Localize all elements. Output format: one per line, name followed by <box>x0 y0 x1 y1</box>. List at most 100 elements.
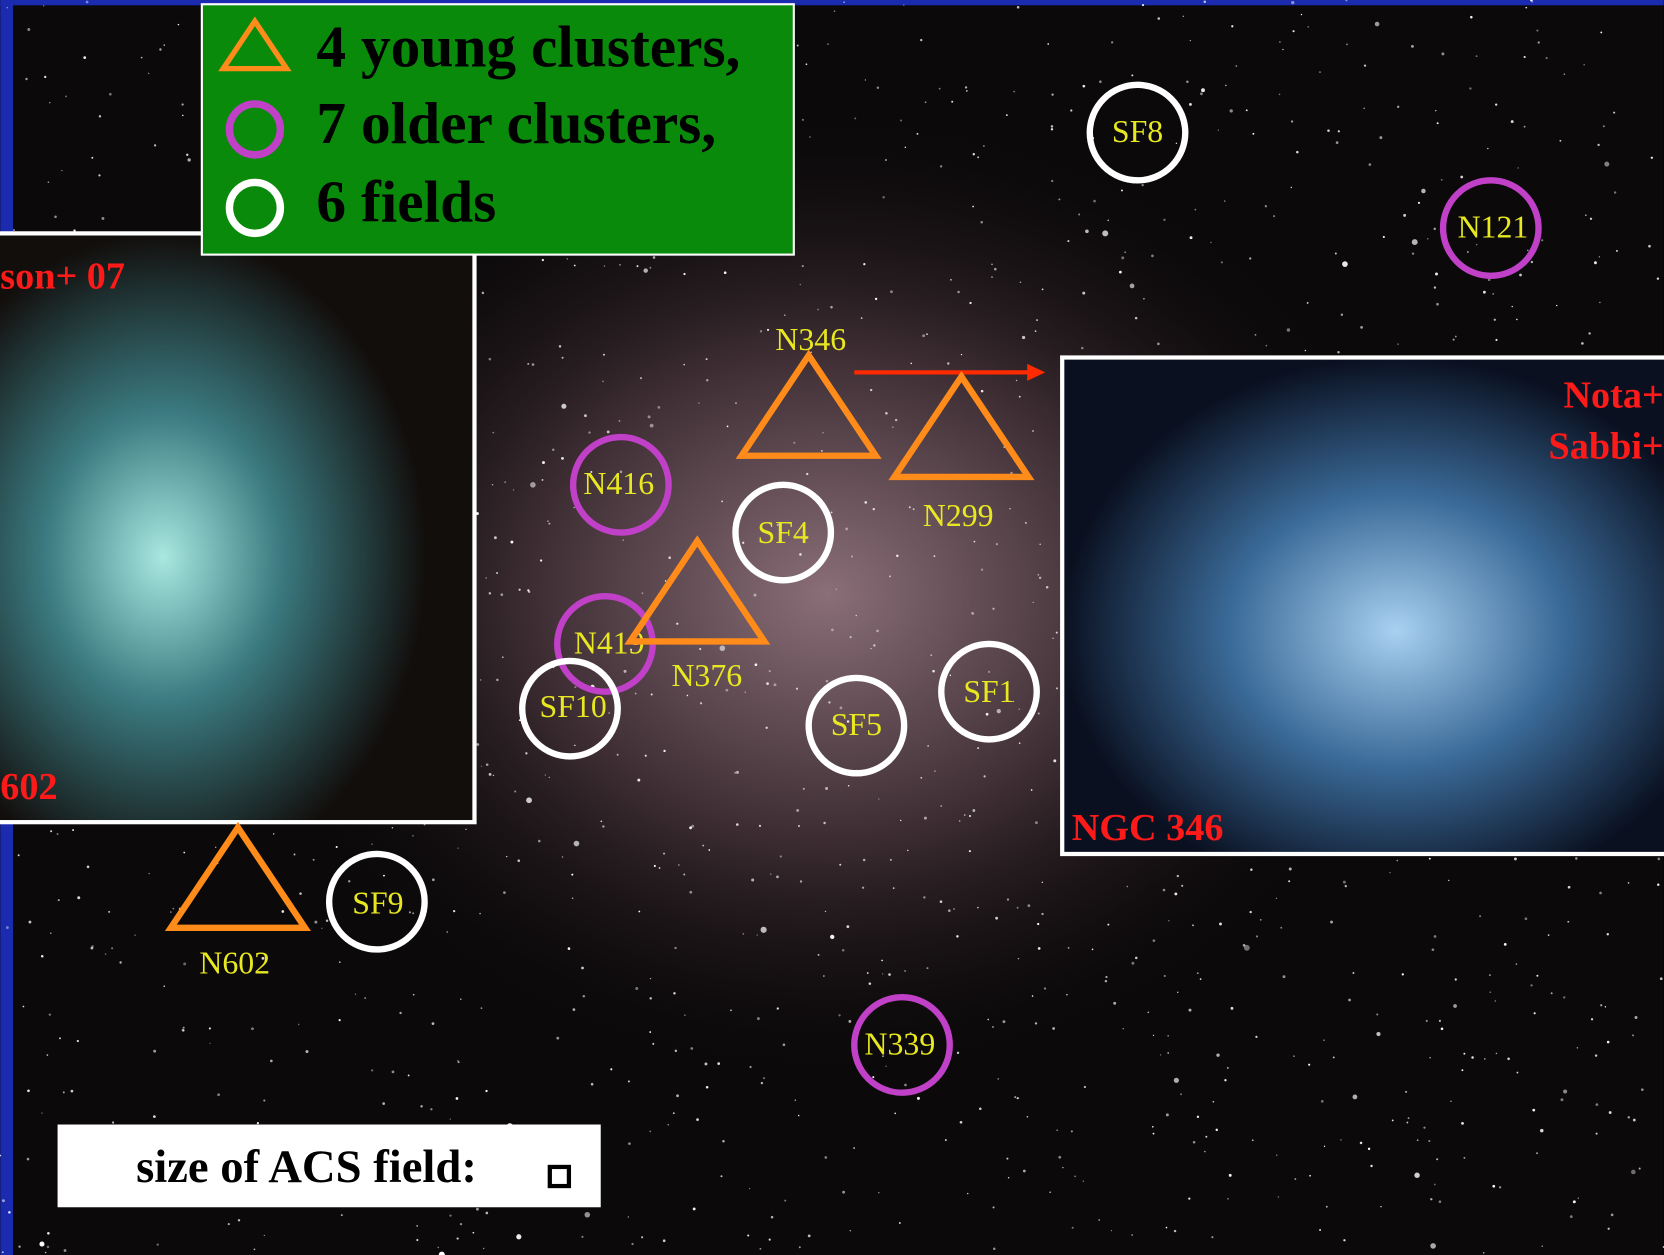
star <box>1005 114 1008 117</box>
star <box>849 1230 851 1232</box>
star <box>147 72 150 75</box>
star <box>673 992 676 995</box>
star <box>868 982 872 985</box>
star <box>894 1112 897 1115</box>
star <box>1052 1027 1056 1030</box>
star <box>335 845 338 849</box>
star <box>641 1236 644 1239</box>
star <box>1433 286 1437 289</box>
star <box>573 506 575 509</box>
star <box>1121 189 1123 192</box>
inset-credit: Nota+ <box>1563 374 1663 416</box>
star <box>892 426 894 428</box>
star <box>431 1022 435 1026</box>
star <box>1454 978 1457 981</box>
star <box>1168 920 1170 922</box>
star <box>995 543 998 546</box>
star <box>1186 80 1189 83</box>
star <box>1563 996 1566 999</box>
star <box>933 555 936 558</box>
target-label: N299 <box>923 498 994 533</box>
star <box>1584 214 1587 217</box>
target-marker <box>938 640 1040 743</box>
star <box>512 489 515 491</box>
star <box>548 776 551 779</box>
star <box>979 1107 982 1110</box>
star <box>1600 31 1603 34</box>
star <box>1041 881 1044 883</box>
star <box>926 967 929 970</box>
star <box>65 95 67 98</box>
star <box>1463 1052 1466 1055</box>
star <box>541 258 545 262</box>
star <box>1345 0 1348 2</box>
star <box>430 1108 433 1111</box>
star <box>1293 1055 1295 1057</box>
star <box>627 1216 630 1218</box>
star <box>18 1245 21 1248</box>
star <box>721 500 724 503</box>
star <box>209 1042 211 1045</box>
star <box>382 1102 385 1105</box>
star <box>643 268 648 273</box>
star <box>628 1142 631 1145</box>
star <box>689 890 693 894</box>
star <box>810 351 812 354</box>
star <box>1182 15 1185 18</box>
star <box>1265 344 1268 347</box>
star <box>760 926 767 933</box>
star <box>325 919 329 923</box>
star <box>1599 891 1602 895</box>
star <box>590 470 593 473</box>
star <box>1223 200 1226 202</box>
star <box>972 809 976 812</box>
star <box>1597 143 1600 147</box>
star <box>924 101 927 104</box>
star <box>1290 186 1293 189</box>
star <box>12 229 16 232</box>
star <box>916 132 919 135</box>
star <box>1043 987 1047 990</box>
star <box>784 1199 787 1202</box>
star <box>898 1222 901 1225</box>
star <box>889 858 892 861</box>
star <box>988 670 991 673</box>
star <box>480 765 483 767</box>
star <box>1631 1169 1636 1175</box>
star <box>674 946 677 950</box>
star <box>1151 254 1154 258</box>
star <box>538 839 541 843</box>
star <box>922 334 926 338</box>
star <box>1659 977 1663 981</box>
star <box>1030 789 1033 791</box>
target-label: N346 <box>775 322 846 357</box>
star <box>1482 1252 1485 1254</box>
star <box>864 501 868 504</box>
star <box>638 910 641 913</box>
star <box>152 1115 156 1118</box>
star <box>862 886 865 889</box>
star <box>321 927 323 929</box>
star <box>566 258 569 260</box>
star <box>797 1114 800 1117</box>
star <box>1352 972 1355 975</box>
star <box>799 283 801 286</box>
star <box>42 4 45 7</box>
star <box>1517 167 1519 169</box>
star <box>383 874 385 877</box>
star <box>650 693 653 696</box>
star <box>1062 1166 1064 1169</box>
star <box>1433 227 1436 231</box>
star <box>1498 1186 1502 1189</box>
star <box>1249 910 1252 914</box>
star <box>1656 277 1660 280</box>
star <box>742 541 745 544</box>
star <box>1017 957 1020 960</box>
star <box>22 1005 25 1008</box>
star <box>1376 1013 1379 1016</box>
star <box>182 1029 185 1032</box>
star <box>1525 6 1528 9</box>
star <box>172 907 175 910</box>
star <box>1569 1215 1573 1219</box>
star <box>1200 92 1203 96</box>
